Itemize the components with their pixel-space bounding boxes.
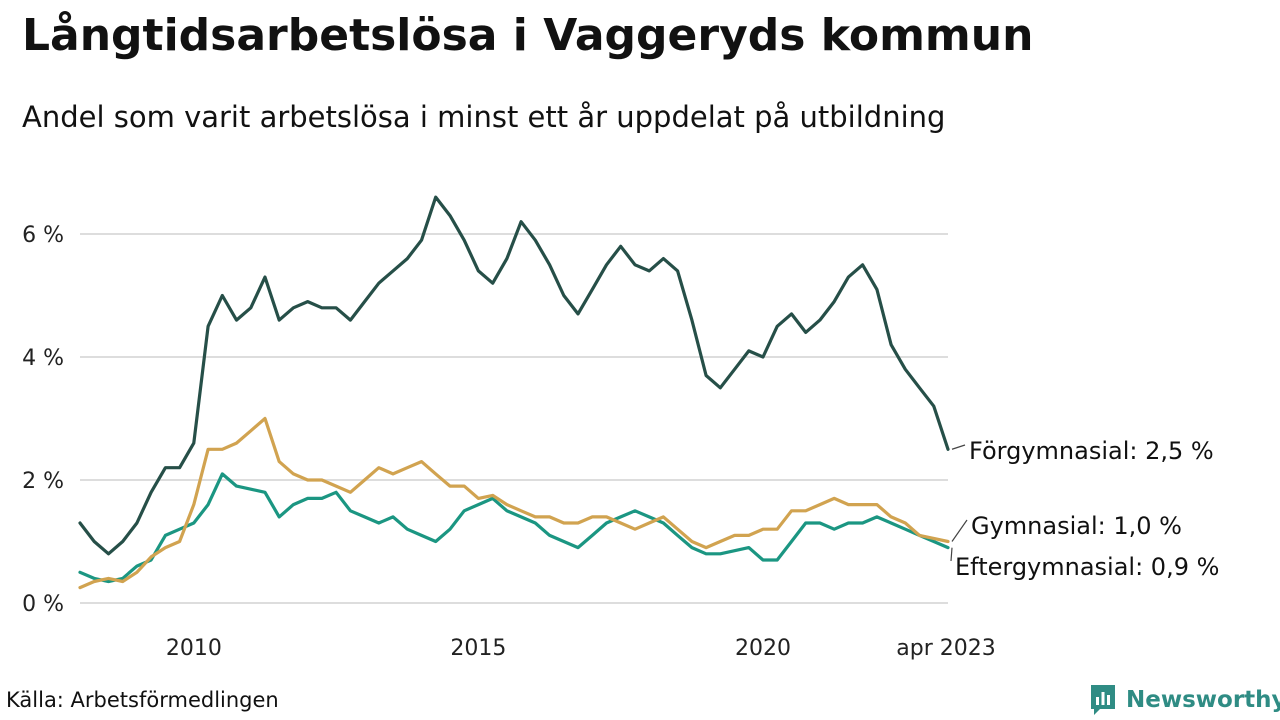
newsworthy-logo-text: Newsworthy [1126,687,1280,713]
y-tick-label: 4 % [22,346,64,371]
series-line-förgymnasial [78,195,950,556]
series-end-label: Gymnasial: 1,0 % [971,512,1182,540]
series-end-label: Förgymnasial: 2,5 % [969,437,1214,465]
line-chart: 0 % 2 % 4 % 6 % 2010 2015 2020 apr 2023 Förgymna… [22,195,1219,661]
x-tick-label: 2020 [735,636,791,661]
source-note: Källa: Arbetsförmedlingen [6,688,279,712]
newsworthy-logo: Newsworthy [1088,683,1280,717]
y-tick-label: 2 % [22,469,64,494]
x-tick-label: apr 2023 [896,636,995,661]
y-tick-label: 6 % [22,223,64,248]
series-line-eftergymnasial [78,472,950,584]
x-tick-label: 2010 [166,636,222,661]
x-tick-label: 2015 [450,636,506,661]
series-end-label: Eftergymnasial: 0,9 % [955,553,1219,581]
label-leader-line [951,444,966,450]
series-line-gymnasial [78,416,950,590]
label-leader-line [951,519,968,542]
label-leader-line [950,547,953,562]
chart-title: Långtidsarbetslösa i Vaggeryds kommun [22,10,1034,61]
y-tick-label: 0 % [22,592,64,617]
chart-subtitle: Andel som varit arbetslösa i minst ett å… [22,100,946,134]
newsworthy-logo-icon [1091,685,1115,715]
